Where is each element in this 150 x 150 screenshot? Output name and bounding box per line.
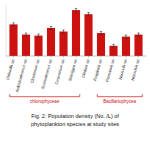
error-cap <box>62 29 64 30</box>
error-stem <box>63 30 64 33</box>
chart-svg: Chlorella sp.Ankistrodesmus sp.Closteriu… <box>0 0 150 150</box>
y-axis-line <box>6 5 7 56</box>
error-bar <box>75 9 77 12</box>
bar <box>97 33 105 56</box>
x-tick <box>38 56 39 58</box>
group-label: chlorophyceae <box>30 99 60 104</box>
x-tick-label: Ankistrodesmus sp. <box>14 58 28 94</box>
group-bracket <box>97 94 142 97</box>
title: Fig. 2: Population density (No. /L) of <box>31 113 119 119</box>
error-cap <box>112 44 114 45</box>
bar <box>72 10 80 56</box>
bracket-tick <box>142 94 143 97</box>
error-stem <box>113 44 114 47</box>
error-cap <box>75 11 77 12</box>
x-tick <box>126 56 127 58</box>
bar <box>59 32 67 56</box>
bar <box>22 35 30 56</box>
x-tick-label: Nitzschia sp. <box>130 58 141 81</box>
bar <box>9 24 17 56</box>
marks <box>9 9 142 56</box>
x-tick <box>138 56 139 58</box>
bar <box>134 35 142 56</box>
error-stem <box>26 33 27 36</box>
bar <box>109 46 117 56</box>
error-cap <box>37 34 39 35</box>
error-bar <box>50 26 52 29</box>
error-cap <box>87 15 89 16</box>
x-tick-label: Closterium sp. <box>29 58 40 84</box>
bar <box>47 28 55 56</box>
x-tick <box>26 56 27 58</box>
error-bar <box>12 23 14 26</box>
error-cap <box>37 37 39 38</box>
x-tick <box>101 56 102 58</box>
bracket-bar <box>97 96 142 97</box>
x-tick <box>63 56 64 58</box>
error-stem <box>138 33 139 36</box>
group-bracket <box>10 94 80 97</box>
error-cap <box>50 26 52 27</box>
error-stem <box>88 13 89 16</box>
x-tick-label: Spirogyra sp. <box>67 58 78 82</box>
error-cap <box>25 33 27 34</box>
x-tick <box>88 56 89 58</box>
x-tick-label: Cosmarium sp. <box>54 58 66 85</box>
error-cap <box>12 25 14 26</box>
group-label: Bacillariophycea <box>103 99 136 104</box>
error-stem <box>76 9 77 12</box>
bar <box>122 37 130 56</box>
error-bar <box>37 34 39 37</box>
bracket-bar <box>10 96 80 97</box>
error-bar <box>125 35 127 38</box>
error-stem <box>13 23 14 26</box>
x-tick-label: Pinnularia sp. <box>104 58 115 83</box>
error-cap <box>125 35 127 36</box>
x-tick-label: Scenedesmus sp. <box>40 58 53 90</box>
title: phytoplankton species at study sites <box>31 121 119 127</box>
error-bar <box>62 30 64 33</box>
bracket-tick <box>79 94 80 97</box>
error-stem <box>51 26 52 29</box>
error-bar <box>100 32 102 35</box>
bracket-tick <box>9 94 10 97</box>
error-cap <box>62 33 64 34</box>
x-tick <box>13 56 14 58</box>
error-cap <box>100 31 102 32</box>
chart-container: Chlorella sp.Ankistrodesmus sp.Closteriu… <box>0 0 150 150</box>
error-cap <box>75 8 77 9</box>
error-bar <box>137 33 139 36</box>
bracket-tick <box>97 94 98 97</box>
bar <box>84 14 92 56</box>
error-cap <box>87 12 89 13</box>
error-bar <box>25 33 27 36</box>
x-tick-label: Navicula sp. <box>118 58 128 80</box>
x-tick-label: Ulothrix sp. <box>80 58 90 79</box>
error-cap <box>137 33 139 34</box>
error-bar <box>112 44 114 47</box>
error-stem <box>101 32 102 35</box>
error-cap <box>125 38 127 39</box>
x-tick <box>113 56 114 58</box>
error-stem <box>38 34 39 37</box>
error-cap <box>50 29 52 30</box>
x-tick-labels: Chlorella sp.Ankistrodesmus sp.Closteriu… <box>5 58 141 94</box>
error-bar <box>87 13 89 16</box>
x-tick <box>51 56 52 58</box>
error-cap <box>112 47 114 48</box>
error-stem <box>126 35 127 38</box>
error-cap <box>137 36 139 37</box>
x-axis-line <box>6 56 146 57</box>
x-tick-label: Fragilaria sp. <box>92 58 103 82</box>
x-tick-label: Chlorella sp. <box>5 58 16 81</box>
x-tick <box>76 56 77 58</box>
error-cap <box>25 36 27 37</box>
error-cap <box>100 34 102 35</box>
error-cap <box>12 22 14 23</box>
bar <box>34 36 42 56</box>
